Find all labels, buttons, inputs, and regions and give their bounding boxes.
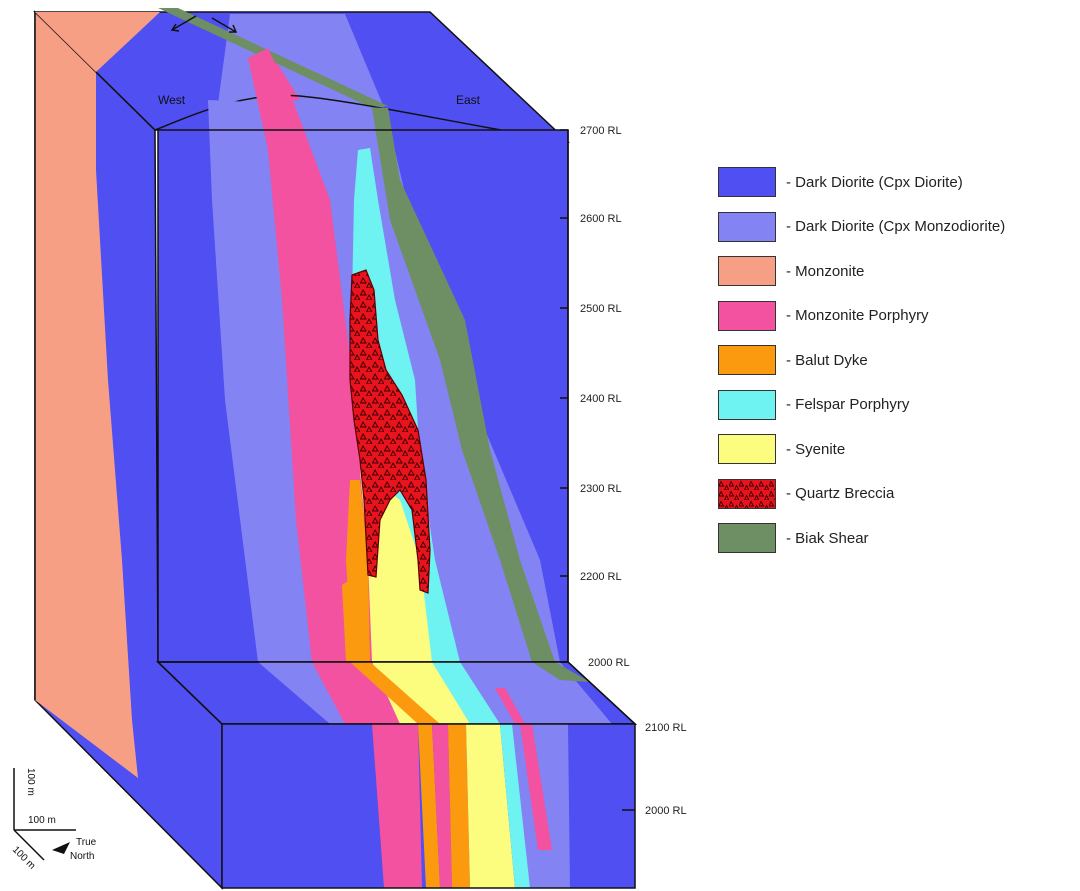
- rl-label-2000-upper: 2000 RL: [588, 657, 630, 669]
- legend-swatch-dark-diorite-cpx-monzodiorite: [718, 211, 776, 242]
- legend-label: - Dark Diorite (Cpx Monzodiorite): [786, 218, 1006, 236]
- legend-item: - Monzonite Porphyry: [718, 294, 1078, 339]
- legend-swatch-biak-shear: [718, 523, 776, 554]
- north-label-line1: True: [76, 837, 97, 848]
- upper-rl-axis: [560, 129, 569, 663]
- syenite-lower-band: [466, 724, 515, 888]
- legend-label: - Quartz Breccia: [786, 485, 895, 503]
- rl-label-2100: 2100 RL: [645, 722, 687, 734]
- scale-vertical-label: 100 m: [25, 768, 36, 796]
- rl-label-2500: 2500 RL: [580, 303, 622, 315]
- legend-swatch-quartz-breccia: [718, 478, 776, 509]
- legend-swatch-balut-dyke: [718, 345, 776, 376]
- legend-item: - Quartz Breccia: [718, 472, 1078, 517]
- rl-label-2600: 2600 RL: [580, 213, 622, 225]
- biak-shear-top-band: [158, 8, 388, 108]
- balut-dyke-lower-band-2: [448, 724, 470, 888]
- north-label-line2: North: [70, 851, 94, 862]
- legend-label: - Monzonite Porphyry: [786, 307, 929, 325]
- monzonite-porphyry-front-band: [248, 48, 380, 662]
- felspar-porphyry-lower-band: [500, 724, 530, 888]
- legend-swatch-monzonite: [718, 256, 776, 287]
- rl-label-2300: 2300 RL: [580, 483, 622, 495]
- monzonite-porphyry-lower-band-2: [432, 724, 452, 888]
- balut-dyke-lower-band: [418, 724, 440, 888]
- rl-label-2200: 2200 RL: [580, 571, 622, 583]
- scale-horizontal-label: 100 m: [28, 815, 56, 826]
- legend-label: - Felspar Porphyry: [786, 396, 910, 414]
- monzonite-porphyry-lower-sliver: [520, 724, 552, 850]
- balut-dyke-front-sliver: [342, 580, 358, 662]
- rl-label-2700: 2700 RL: [580, 125, 622, 137]
- quartz-breccia-body: [349, 269, 431, 594]
- biak-shear-front-band: [372, 108, 555, 662]
- legend-label: - Monzonite: [786, 262, 865, 280]
- legend-item: - Monzonite: [718, 249, 1078, 294]
- top-face-topography-line: [154, 94, 569, 143]
- monzonite-porphyry-lower-band: [372, 724, 422, 888]
- legend-label: - Biak Shear: [786, 529, 869, 547]
- legend: - Dark Diorite (Cpx Diorite) - Dark Dior…: [718, 160, 1078, 561]
- geological-block-diagram: West East 2700 RL 2600 RL 2500 RL 2400 R…: [10, 8, 687, 890]
- legend-item: - Dark Diorite (Cpx Diorite): [718, 160, 1078, 205]
- legend-label: - Dark Diorite (Cpx Diorite): [786, 173, 963, 191]
- monzonite-top-band: [35, 12, 160, 130]
- legend-swatch-syenite: [718, 434, 776, 465]
- legend-item: - Balut Dyke: [718, 338, 1078, 383]
- legend-item: - Syenite: [718, 427, 1078, 472]
- legend-item: - Dark Diorite (Cpx Monzodiorite): [718, 205, 1078, 250]
- biak-shear-step-band: [532, 662, 590, 682]
- legend-item: - Biak Shear: [718, 516, 1078, 561]
- fault-movement-arrows: [170, 15, 238, 33]
- legend-item: - Felspar Porphyry: [718, 383, 1078, 428]
- north-arrow-icon: [52, 842, 70, 854]
- east-label: East: [456, 93, 481, 107]
- syenite-step-band: [372, 662, 470, 724]
- legend-swatch-dark-diorite-cpx-diorite: [718, 167, 776, 198]
- west-label: West: [158, 93, 186, 107]
- rl-label-2400: 2400 RL: [580, 393, 622, 405]
- legend-label: - Balut Dyke: [786, 351, 868, 369]
- monzonite-porphyry-step-sliver: [495, 688, 525, 724]
- monzonite-west-band: [35, 12, 155, 778]
- rl-label-2000-lower: 2000 RL: [645, 805, 687, 817]
- scale-bar: [13, 768, 76, 861]
- legend-label: - Syenite: [786, 440, 846, 458]
- legend-swatch-felspar-porphyry: [718, 389, 776, 420]
- balut-dyke-step-band: [350, 662, 440, 724]
- legend-swatch-monzonite-porphyry: [718, 300, 776, 331]
